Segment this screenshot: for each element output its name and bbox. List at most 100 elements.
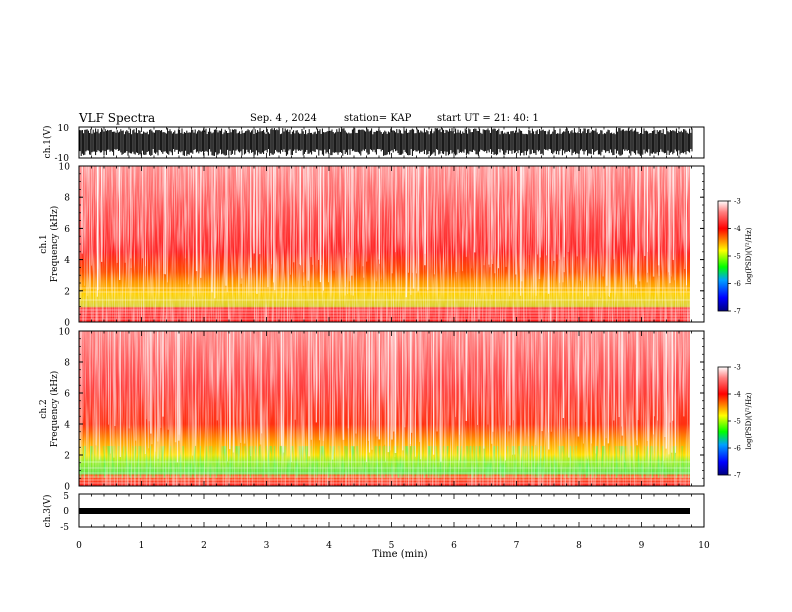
spectrogram-ytick: 0 xyxy=(64,483,70,493)
spectrogram-streak xyxy=(483,331,485,449)
spectrogram-streak xyxy=(347,166,348,295)
ch1-waveform-ytick: 10 xyxy=(58,124,70,134)
spectrogram-streak xyxy=(621,331,624,436)
spectrogram-streak xyxy=(184,166,186,259)
spectrogram-streak xyxy=(345,166,347,258)
spectrogram-streak xyxy=(635,166,637,285)
spectrogram-streak xyxy=(665,331,667,449)
spectrogram-ytick: 2 xyxy=(64,452,70,462)
ch2-spectrogram-ylabel-freq: Frequency (kHz) xyxy=(49,371,60,448)
spectrogram-streak xyxy=(610,166,611,293)
spectrogram-streak xyxy=(211,166,213,293)
spectrogram-streak xyxy=(391,331,393,440)
colorbar-tick-label: -4 xyxy=(734,225,741,233)
spectrogram-streak xyxy=(512,166,514,292)
spectrogram-streak xyxy=(514,331,516,455)
spectrogram-streak xyxy=(488,166,490,265)
spectrogram-streak xyxy=(395,166,397,253)
spectrogram-streak xyxy=(155,331,156,452)
spectrogram-streak xyxy=(176,331,178,463)
spectrogram-streak xyxy=(315,331,317,423)
spectrogram-streak xyxy=(407,166,409,273)
spectrogram-streak xyxy=(487,331,489,425)
spectrogram-streak xyxy=(81,166,83,254)
spectrogram-streak xyxy=(355,331,357,434)
spectrogram-streak xyxy=(624,331,625,463)
spectrogram-streak xyxy=(483,166,485,266)
spectrogram-streak xyxy=(567,166,569,253)
x-axis-tick-label: 6 xyxy=(451,541,457,551)
spectrogram-streak xyxy=(603,331,605,446)
colorbar-tick-label: -5 xyxy=(734,418,741,426)
spectrogram-streak xyxy=(310,166,312,258)
colorbar-tick-label: -4 xyxy=(734,391,741,399)
spectrogram-streak xyxy=(669,166,670,275)
spectrogram-streak xyxy=(108,331,109,425)
ch3-waveform-ytick: 5 xyxy=(63,492,69,502)
spectrogram-streak xyxy=(271,166,272,265)
date-label: Sep. 4 , 2024 xyxy=(250,113,317,124)
spectrogram-streak xyxy=(613,331,615,421)
ch1-spectrogram-ylabel-channel: ch.1 xyxy=(39,234,49,253)
spectrogram-streak xyxy=(414,331,416,457)
spectrogram-streak xyxy=(568,331,570,458)
spectrogram-streak xyxy=(250,331,252,457)
ch2-spectrogram-panel: 0 2 4 6 8 10 ch.2 Frequency (kHz) xyxy=(39,328,705,493)
spectrogram-streak xyxy=(299,166,301,266)
x-axis-label: Time (min) xyxy=(372,549,427,560)
spectrogram-streak xyxy=(303,166,305,273)
spectrogram-streak xyxy=(417,166,419,291)
ch3-waveform-ytick: 0 xyxy=(63,507,69,517)
spectrogram-streak xyxy=(652,166,655,277)
x-axis-tick-label: 7 xyxy=(514,541,520,551)
spectrogram-streak xyxy=(636,331,637,441)
spectrogram-streak xyxy=(410,166,412,295)
spectrogram-streak xyxy=(391,166,393,274)
spectrogram-streak xyxy=(322,331,324,441)
spectrogram-streak xyxy=(508,331,510,432)
spectrogram-streak xyxy=(294,331,296,420)
spectrogram-streak xyxy=(436,331,438,432)
spectrogram-streak xyxy=(216,331,218,421)
spectrogram-streak xyxy=(225,166,227,286)
spectrogram-streak xyxy=(226,166,228,293)
spectrogram-streak xyxy=(164,166,166,275)
spectrogram-streak xyxy=(378,331,381,440)
spectrogram-streak xyxy=(162,331,164,417)
spectrogram-streak xyxy=(644,166,646,256)
spectrogram-streak xyxy=(545,166,547,256)
x-axis-tick-label: 4 xyxy=(326,541,332,551)
spectrogram-streak xyxy=(144,331,146,455)
spectrogram-streak xyxy=(328,166,329,283)
spectrogram-streak xyxy=(151,331,153,445)
spectrogram-streak xyxy=(658,166,660,276)
spectrogram-streak xyxy=(636,331,638,446)
spectrogram-streak xyxy=(333,166,335,271)
spectrogram-streak xyxy=(455,166,457,272)
spectrogram-streak xyxy=(384,331,386,445)
spectrogram-ytick: 6 xyxy=(64,390,70,400)
spectrogram-streak xyxy=(290,331,292,462)
spectrogram-streak xyxy=(130,166,132,269)
spectrogram-streak xyxy=(303,166,305,286)
spectrogram-streak xyxy=(424,166,426,254)
spectrogram-ytick: 0 xyxy=(64,319,70,329)
spectrogram-streak xyxy=(259,331,262,445)
spectrogram-streak xyxy=(229,331,231,450)
start-ut-label: start UT = 21: 40: 1 xyxy=(437,113,539,124)
colorbar-tick-label: -6 xyxy=(734,445,741,453)
spectrogram-streak xyxy=(195,166,198,272)
spectrogram-streak xyxy=(160,331,162,428)
spectrogram-streak xyxy=(415,166,417,274)
spectrogram-streak xyxy=(586,166,587,259)
spectrogram-streak xyxy=(86,166,88,296)
spectrogram-streak xyxy=(548,331,549,433)
spectrogram-streak xyxy=(535,166,537,296)
spectrogram-streak xyxy=(621,331,623,427)
spectrogram-streak xyxy=(240,331,242,422)
colorbar-tick-label: -3 xyxy=(734,364,741,372)
spectrogram-streak xyxy=(347,331,349,429)
ch1-spectrogram-ylabel-freq: Frequency (kHz) xyxy=(49,206,60,283)
spectrogram-streak xyxy=(394,331,397,454)
spectrogram-streak xyxy=(371,331,373,421)
